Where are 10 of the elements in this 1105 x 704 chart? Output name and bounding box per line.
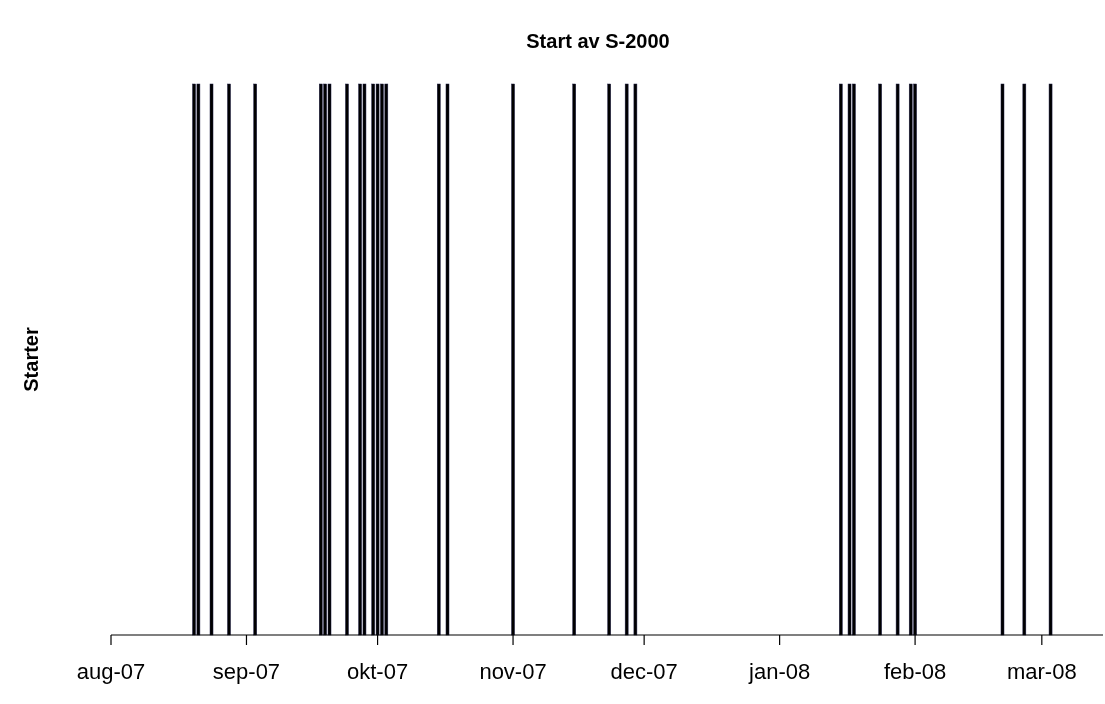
- x-tick-label: jan-08: [748, 659, 811, 684]
- x-tick-label: mar-08: [1006, 659, 1077, 684]
- x-tick-label: feb-08: [883, 659, 947, 684]
- y-axis-title: Starter: [20, 327, 42, 392]
- x-tick-label: okt-07: [346, 659, 409, 684]
- x-tick-label: sep-07: [212, 659, 281, 684]
- chart-title: Start av S-2000: [526, 30, 670, 52]
- x-tick-label: dec-07: [610, 659, 678, 684]
- x-tick-label: nov-07: [479, 659, 547, 684]
- x-tick-label: aug-07: [76, 659, 146, 684]
